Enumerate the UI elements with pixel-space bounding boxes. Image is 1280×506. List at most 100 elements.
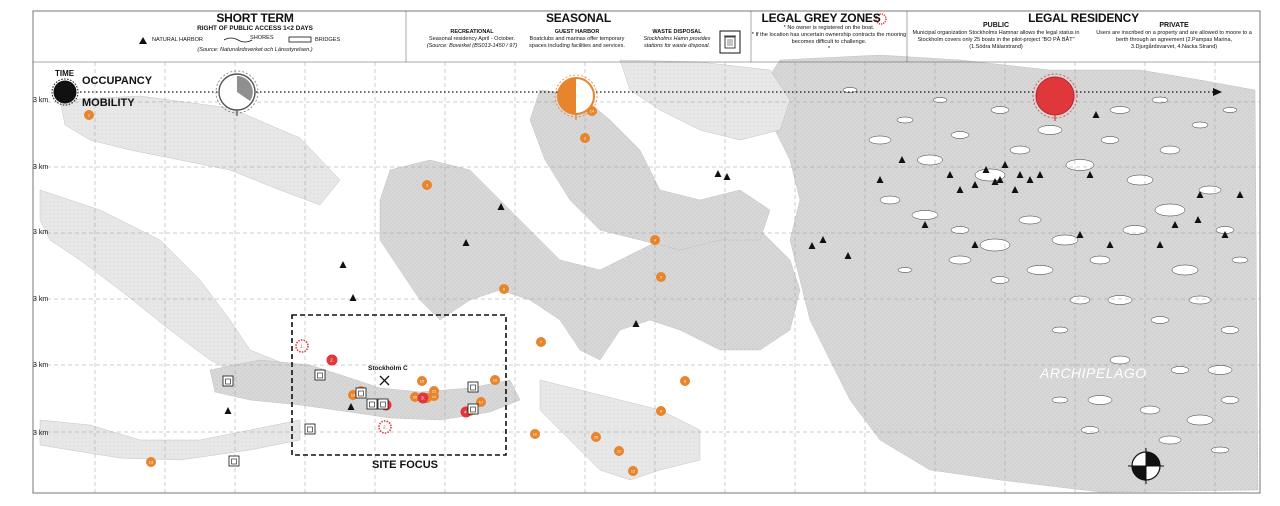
- harbor-marker: 20: [410, 392, 420, 402]
- harbor-number: 8: [684, 379, 687, 384]
- markers-layer: 1234567891011121314151617181920212223242…: [84, 106, 1244, 476]
- island: [911, 210, 939, 220]
- waste-bin-icon: [467, 403, 479, 415]
- harbor-number: 9: [660, 409, 663, 414]
- guest-harbor-block: GUEST HARBOR Boatclubs and marinas offer…: [528, 29, 626, 50]
- waste-disposal-label: WASTE DISPOSAL: [652, 29, 702, 35]
- island: [1158, 435, 1182, 445]
- island: [1109, 355, 1131, 365]
- natural-harbor-icon: [921, 221, 929, 228]
- island: [1207, 365, 1233, 375]
- grey-zones-note2: * If the location has uncertain ownershi…: [751, 32, 907, 45]
- island: [1080, 426, 1100, 434]
- natural-harbor-icon: [844, 252, 852, 259]
- harbor-number: 6: [503, 287, 506, 292]
- short-term-clock-icon: [215, 70, 259, 116]
- private-block: PRIVATE Users are inscribed on a propert…: [1094, 21, 1254, 51]
- harbor-marker: 11: [614, 446, 624, 456]
- harbor-number: 22: [432, 389, 437, 394]
- residency-number: 2.: [330, 358, 334, 363]
- grey-zone-marker: 2.: [378, 420, 392, 434]
- arrow-head-icon: [1213, 88, 1222, 96]
- mobility-label: MOBILITY: [82, 97, 135, 109]
- island: [990, 106, 1010, 114]
- harbor-number: 17: [479, 400, 484, 405]
- island: [1151, 96, 1169, 104]
- waste-disposal-text: Stockholms Hamn provides stations for wa…: [643, 36, 711, 49]
- island: [1051, 396, 1069, 404]
- short-term-title: SHORT TERM: [216, 11, 294, 25]
- grey-zones-note1: * No owner is registered on the boat.: [783, 25, 875, 31]
- harbor-marker: 12: [628, 466, 638, 476]
- harbor-number: 12: [631, 469, 636, 474]
- waste-bin-legend-icon: [719, 30, 741, 54]
- natural-harbor-icon: [1106, 241, 1114, 248]
- legend-natural-harbor: NATURAL HARBOR: [152, 37, 203, 43]
- residency-marker: 2.: [326, 354, 338, 366]
- island: [950, 226, 970, 234]
- natural-harbor-icon: [1076, 231, 1084, 238]
- island: [1065, 159, 1095, 171]
- stockholm-c-label: Stockholm C: [368, 365, 408, 372]
- harbor-number: 10: [533, 432, 538, 437]
- island: [1170, 366, 1190, 374]
- harbor-marker: 7: [536, 337, 546, 347]
- harbor-number: 15: [420, 379, 425, 384]
- harbor-marker: 5: [656, 272, 666, 282]
- recreational-block: RECREATIONAL Seasonal residency April - …: [426, 29, 518, 50]
- harbor-marker: 4: [650, 235, 660, 245]
- natural-harbor-icon: [819, 236, 827, 243]
- seasonal-section: SEASONAL: [406, 11, 751, 61]
- island: [1188, 295, 1212, 305]
- island: [1069, 295, 1091, 305]
- natural-harbor-icon: [462, 239, 470, 246]
- recreational-text: Seasonal residency April - October.: [429, 36, 515, 42]
- grey-zone-number: 1.: [300, 344, 304, 349]
- island: [950, 131, 970, 139]
- harbor-number: 3: [426, 183, 429, 188]
- harbor-marker: 18: [490, 375, 500, 385]
- harbor-marker: 10: [530, 429, 540, 439]
- waste-bin-icon: [355, 387, 367, 399]
- time-label: TIME: [55, 69, 75, 78]
- waste-bin-icon: [467, 381, 479, 393]
- island: [1107, 295, 1133, 305]
- natural-harbor-icon: [1011, 186, 1019, 193]
- harbor-number: 25: [594, 435, 599, 440]
- natural-harbor-icon: [1196, 191, 1204, 198]
- short-term-source: (Source: Naturvårdsverket och Länsstyrel…: [197, 47, 313, 53]
- harbor-marker: 14: [587, 106, 597, 116]
- scale-label: 3 km: [33, 430, 49, 437]
- seasonal-title: SEASONAL: [545, 11, 612, 25]
- harbor-number: 16: [432, 394, 437, 399]
- waste-disposal-block: WASTE DISPOSAL Stockholms Hamn provides …: [638, 29, 716, 50]
- natural-harbor-icon: [1156, 241, 1164, 248]
- island: [1018, 215, 1042, 225]
- natural-harbor-icon: [723, 173, 731, 180]
- natural-harbor-icon: [1171, 221, 1179, 228]
- natural-harbor-icon: [714, 170, 722, 177]
- shores-legend-icon: [223, 37, 253, 43]
- harbor-number: 1: [88, 113, 91, 118]
- natural-harbor-icon: [946, 171, 954, 178]
- natural-harbor-icon: [1016, 171, 1024, 178]
- natural-harbor-icon: [971, 181, 979, 188]
- island: [1089, 255, 1111, 265]
- guest-harbor-text: Boatclubs and marinas offer temporary sp…: [529, 36, 625, 49]
- natural-harbor-icon: [632, 320, 640, 327]
- scale-label: 3 km: [33, 229, 49, 236]
- natural-harbor-icon: [1036, 171, 1044, 178]
- island: [897, 267, 913, 273]
- island: [1109, 106, 1131, 114]
- natural-harbor-icon: [996, 176, 1004, 183]
- legend-shores: SHORES: [250, 35, 274, 41]
- time-clock-icon: [51, 78, 79, 106]
- natural-harbor-legend-icon: [139, 37, 147, 44]
- waste-bin-icon: [228, 455, 240, 467]
- scale-label: 3 km: [33, 97, 49, 104]
- harbor-number: 14: [590, 109, 595, 114]
- natural-harbor-icon: [1001, 161, 1009, 168]
- scale-label: 3 km: [33, 296, 49, 303]
